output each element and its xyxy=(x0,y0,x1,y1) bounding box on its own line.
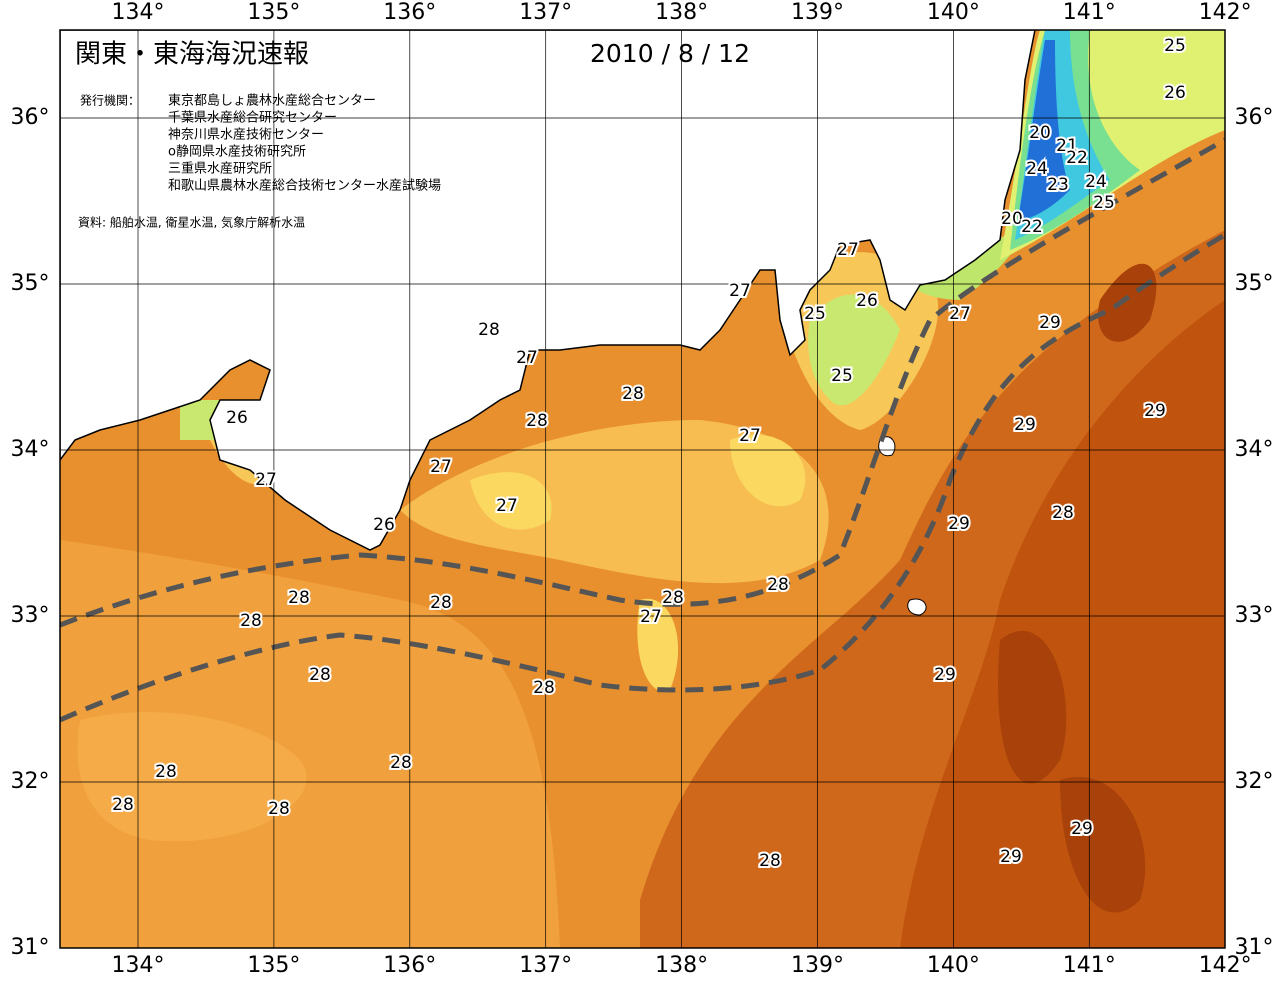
lon-label: 135° xyxy=(247,953,300,978)
contour-label: 25 xyxy=(1093,193,1115,213)
lon-label: 139° xyxy=(791,953,844,978)
map-frame xyxy=(59,29,1226,949)
contour-label: 21 xyxy=(1056,136,1078,156)
lon-label: 142° xyxy=(1199,953,1252,978)
contour-label: 24 xyxy=(1085,172,1107,192)
contour-label: 24 xyxy=(1026,159,1048,179)
lon-label: 136° xyxy=(383,0,436,25)
contour-label: 28 xyxy=(533,678,555,698)
contour-label: 27 xyxy=(430,457,452,477)
lat-label: 34° xyxy=(11,437,50,462)
lon-label: 141° xyxy=(1063,953,1116,978)
contour-label: 26 xyxy=(373,515,395,535)
lat-label: 36° xyxy=(1235,105,1274,130)
contour-label: 28 xyxy=(240,611,262,631)
contour-label: 28 xyxy=(390,753,412,773)
contour-label: 25 xyxy=(831,366,853,386)
contour-label: 28 xyxy=(430,593,452,613)
contour-label: 27 xyxy=(837,240,859,260)
lon-label: 138° xyxy=(655,953,708,978)
lat-label: 36° xyxy=(11,105,50,130)
lon-label: 134° xyxy=(112,953,165,978)
lon-label: 141° xyxy=(1063,0,1116,25)
lat-label: 32° xyxy=(1235,769,1274,794)
contour-label: 28 xyxy=(759,851,781,871)
lon-label: 134° xyxy=(112,0,165,25)
lat-label: 31° xyxy=(11,935,50,960)
contour-label: 22 xyxy=(1021,217,1043,237)
contour-label: 20 xyxy=(1001,209,1023,229)
contour-label: 27 xyxy=(739,426,761,446)
agencies-label: 発行機関： xyxy=(80,93,140,108)
contour-label: 29 xyxy=(1014,415,1036,435)
contour-label: 26 xyxy=(856,291,878,311)
contour-label: 28 xyxy=(662,588,684,608)
contour-label: 28 xyxy=(288,588,310,608)
lon-label: 136° xyxy=(383,953,436,978)
agency: 千葉県水産総合研究センター xyxy=(168,110,337,126)
contour-label: 28 xyxy=(622,384,644,404)
contour-label: 26 xyxy=(1164,83,1186,103)
lon-label: 140° xyxy=(927,953,980,978)
contour-label: 28 xyxy=(767,575,789,595)
lat-label: 31° xyxy=(1235,935,1274,960)
lon-label: 139° xyxy=(791,0,844,25)
contour-label: 27 xyxy=(496,496,518,516)
lon-label: 137° xyxy=(519,953,572,978)
contour-label: 29 xyxy=(1071,819,1093,839)
contour-label: 22 xyxy=(1066,148,1088,168)
contour-label: 28 xyxy=(526,411,548,431)
contour-label: 27 xyxy=(516,348,538,368)
source: 資料: 船舶水温, 衛星水温, 気象庁解析水温 xyxy=(78,215,305,230)
contour-label: 27 xyxy=(255,470,277,490)
contour-label: 29 xyxy=(934,665,956,685)
lon-label: 140° xyxy=(927,0,980,25)
lat-label: 33° xyxy=(11,603,50,628)
contour-label: 28 xyxy=(309,665,331,685)
contour-label: 27 xyxy=(640,607,662,627)
lat-label: 33° xyxy=(1235,603,1274,628)
contour-label: 28 xyxy=(478,320,500,340)
lon-label: 137° xyxy=(519,0,572,25)
contour-label: 29 xyxy=(1039,313,1061,333)
contour-label: 26 xyxy=(226,408,248,428)
lon-label: 135° xyxy=(247,0,300,25)
lat-label: 35° xyxy=(1235,271,1274,296)
contour-label: 29 xyxy=(948,514,970,534)
lon-label: 142° xyxy=(1199,0,1252,25)
agency: 神奈川県水産技術センター xyxy=(168,127,324,143)
agency: 和歌山県農林水産総合技術センター水産試験場 xyxy=(168,178,441,194)
contour-label: 28 xyxy=(268,799,290,819)
contour-label: 23 xyxy=(1047,175,1069,195)
agency: o静岡県水産技術研究所 xyxy=(168,144,306,160)
lat-label: 32° xyxy=(11,769,50,794)
contour-label: 20 xyxy=(1029,123,1051,143)
contour-label: 27 xyxy=(729,281,751,301)
contour-label: 29 xyxy=(1144,401,1166,421)
contour-label: 25 xyxy=(1164,36,1186,56)
agency: 三重県水産研究所 xyxy=(168,161,272,177)
lat-label: 34° xyxy=(1235,437,1274,462)
lon-label: 138° xyxy=(655,0,708,25)
contour-label: 29 xyxy=(1000,847,1022,867)
contour-label: 25 xyxy=(804,304,826,324)
date: 2010 / 8 / 12 xyxy=(590,39,750,68)
contour-label: 28 xyxy=(1052,503,1074,523)
agency: 東京都島しょ農林水産総合センター xyxy=(168,93,376,109)
contour-label: 28 xyxy=(112,795,134,815)
contour-label: 27 xyxy=(949,304,971,324)
lat-label: 35° xyxy=(11,271,50,296)
contour-label: 28 xyxy=(155,762,177,782)
title: 関東・東海海況速報 xyxy=(75,40,309,70)
